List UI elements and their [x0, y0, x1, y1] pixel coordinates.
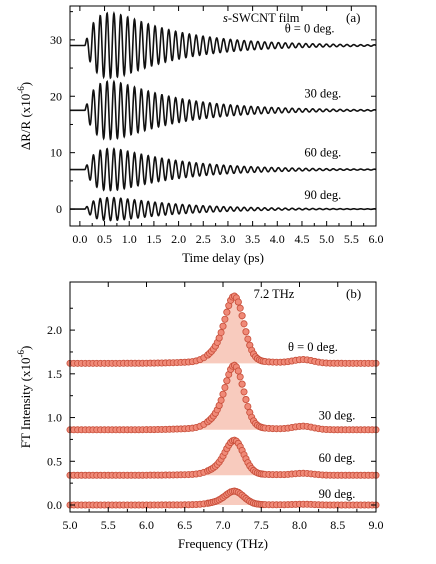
series-label: 60 deg.	[319, 451, 356, 465]
panel-b: 5.0 5.5 6.0 6.5 7.0 7.5 8.0 8.5 9.0 0.0 0.5 1.0 1.5 2…	[16, 281, 384, 551]
data-point	[244, 335, 252, 343]
data-point	[240, 388, 248, 396]
panel-a-ylabel: ΔR/R (x10-6)	[16, 82, 33, 150]
ylabel-tail: )	[18, 346, 33, 350]
x-tick-label: 5.5	[344, 232, 359, 246]
x-tick-label: 1.5	[146, 232, 161, 246]
data-point	[217, 329, 225, 337]
data-point	[219, 390, 227, 398]
x-tick-label: 8.5	[330, 518, 345, 532]
ylabel-main: ΔR/R (x10	[18, 94, 33, 150]
y-tick-label: 30	[50, 33, 62, 47]
x-tick-label: 1.0	[122, 232, 137, 246]
peak-area-3	[188, 491, 281, 505]
y-tick-label: 0	[56, 202, 62, 216]
y-tick-label: 10	[50, 146, 62, 160]
trace-3	[70, 196, 377, 222]
panel-b-xlabel: Frequency (THz)	[178, 536, 268, 551]
panel-b-ylabel: FT Intensity (x10-6)	[16, 346, 33, 449]
time-domain-traces	[70, 10, 377, 222]
x-tick-label: 0.5	[97, 232, 112, 246]
x-tick-label: 3.5	[245, 232, 260, 246]
data-point	[242, 328, 250, 336]
data-point	[223, 377, 231, 385]
x-tick-label: 5.0	[63, 518, 78, 532]
data-point	[238, 380, 246, 388]
title-italic-prefix: s	[223, 11, 228, 25]
data-point	[217, 396, 225, 404]
trace-2	[70, 147, 377, 192]
x-tick-label: 6.0	[139, 518, 154, 532]
x-tick-label: 9.0	[369, 518, 384, 532]
ylabel-main: FT Intensity (x10	[18, 358, 33, 449]
data-point	[244, 402, 252, 410]
data-point	[236, 373, 244, 381]
spectrum-areas	[188, 296, 281, 505]
data-point	[240, 320, 248, 328]
x-tick-label: 5.5	[101, 518, 116, 532]
y-tick-label: 2.0	[47, 323, 62, 337]
panel-b-label: (b)	[346, 286, 361, 301]
y-tick-label: 0.5	[47, 454, 62, 468]
y-tick-label: 1.5	[47, 367, 62, 381]
panel-b-frame	[69, 281, 377, 513]
peak-area-0	[188, 296, 281, 364]
y-tick-label: 0.0	[47, 498, 62, 512]
series-label: 90 deg.	[304, 188, 341, 202]
ylabel-exp: -6	[16, 86, 26, 94]
y-tick-label: 20	[50, 89, 62, 103]
title-rest: -SWCNT film	[228, 11, 300, 25]
data-point	[242, 396, 250, 404]
spectrum-points	[66, 292, 380, 509]
data-point	[223, 308, 231, 316]
data-point	[236, 304, 244, 312]
x-tick-label: 7.5	[254, 518, 269, 532]
panel-a-label: (a)	[346, 10, 360, 25]
trace-1	[70, 79, 377, 141]
x-tick-label: 6.5	[177, 518, 192, 532]
y-tick-label: 1.0	[47, 411, 62, 425]
peak-area-1	[188, 365, 281, 430]
ylabel-tail: )	[18, 82, 33, 86]
data-point	[221, 315, 229, 323]
x-tick-label: 7.0	[216, 518, 231, 532]
x-tick-label: 8.0	[292, 518, 307, 532]
x-tick-label: 2.5	[196, 232, 211, 246]
data-point	[234, 367, 242, 375]
panel-a: 0.0 0.5 1.0 1.5 2.0 2.5 3.0 3.5 4.0 4.5 5.0 5.5 6.0 0…	[16, 5, 384, 265]
x-tick-label: 4.0	[270, 232, 285, 246]
peak-label: 7.2 THz	[254, 287, 295, 301]
x-tick-label: 3.0	[220, 232, 235, 246]
ylabel-exp: -6	[16, 350, 26, 358]
data-point	[238, 312, 246, 320]
x-tick-label: 5.0	[319, 232, 334, 246]
x-tick-label: 0.0	[72, 232, 87, 246]
data-point	[219, 322, 227, 330]
x-tick-label: 4.5	[294, 232, 309, 246]
series-label: 30 deg.	[304, 86, 341, 100]
data-point	[221, 384, 229, 392]
trace-0	[70, 10, 377, 80]
panel-a-title: s-SWCNT film	[223, 11, 300, 25]
panel-a-frame	[69, 5, 377, 227]
series-label: θ = 0 deg.	[285, 22, 335, 36]
panel-a-xlabel: Time delay (ps)	[182, 250, 264, 265]
series-label: θ = 0 deg.	[288, 340, 338, 354]
series-label: 30 deg.	[319, 408, 356, 422]
data-point	[234, 298, 242, 306]
peak-area-2	[188, 440, 281, 476]
series-label: 60 deg.	[304, 146, 341, 160]
series-label: 90 deg.	[319, 487, 356, 501]
x-tick-label: 2.0	[171, 232, 186, 246]
x-tick-label: 6.0	[369, 232, 384, 246]
